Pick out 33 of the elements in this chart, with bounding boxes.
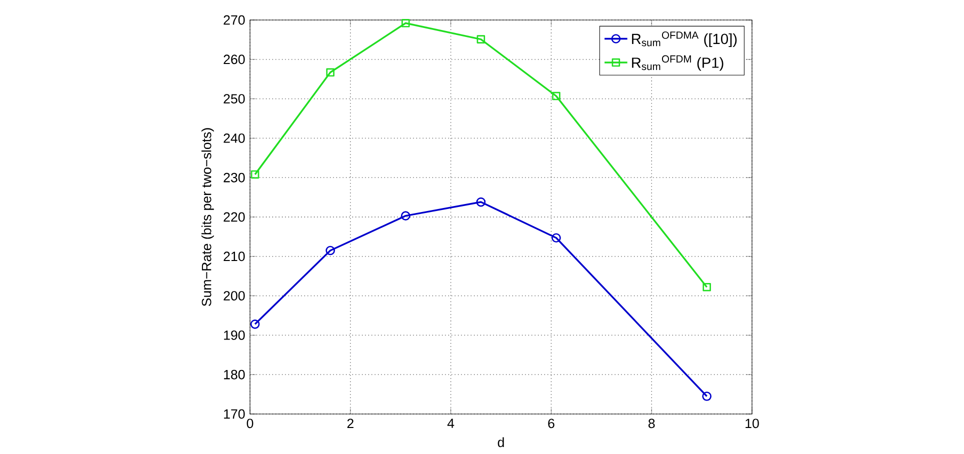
point bbox=[702, 282, 711, 292]
x-tick-label: 2 bbox=[347, 418, 354, 428]
y-tick-label: 230 bbox=[224, 172, 245, 182]
point bbox=[476, 197, 486, 207]
y-tick-label: 220 bbox=[224, 212, 245, 222]
point bbox=[476, 35, 486, 44]
y-tick-label: 260 bbox=[224, 54, 245, 64]
y-tick-label: 210 bbox=[224, 252, 245, 262]
y-tick-label: 180 bbox=[224, 370, 245, 380]
point bbox=[400, 211, 410, 220]
x-tick-label: 8 bbox=[648, 418, 655, 428]
x-tick-label: 10 bbox=[746, 418, 759, 428]
x-axis-title: d bbox=[498, 437, 504, 448]
point bbox=[401, 19, 410, 28]
point bbox=[702, 392, 712, 401]
point bbox=[552, 92, 560, 100]
legend-label: R$_{sum}$$^{OFDMA}$ ([10]) bbox=[632, 32, 737, 48]
point bbox=[250, 170, 260, 179]
y-tick-label: 200 bbox=[224, 291, 245, 301]
y-axis-title: Sum−Rate (bits per two−slots) bbox=[201, 128, 214, 306]
x-tick-label: 6 bbox=[548, 418, 554, 428]
x-tick-label: 0 bbox=[246, 418, 254, 428]
y-tick-label: 250 bbox=[224, 94, 245, 104]
point bbox=[326, 246, 335, 256]
point bbox=[552, 233, 561, 243]
y-tick-label: 240 bbox=[224, 133, 245, 143]
y-tick-label: 190 bbox=[224, 330, 245, 340]
point bbox=[326, 68, 334, 77]
y-tick-label: 170 bbox=[224, 409, 245, 419]
legend-label: R$_{sum}$$^{OFDM}$ (P1) bbox=[632, 55, 724, 71]
point bbox=[250, 320, 260, 329]
y-tick-label: 270 bbox=[224, 15, 245, 25]
x-tick-label: 4 bbox=[447, 418, 454, 428]
